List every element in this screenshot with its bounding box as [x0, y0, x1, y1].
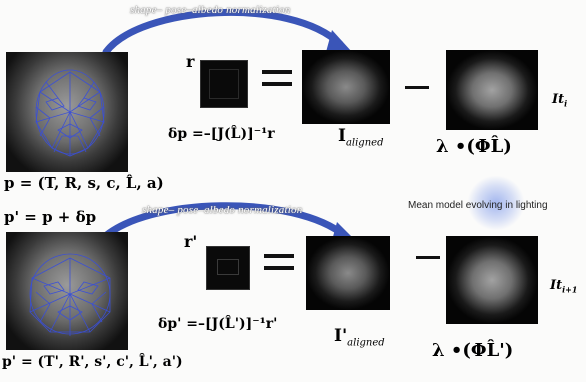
caption-mean-model: Mean model evolving in lighting [408, 200, 548, 211]
top-i-aligned-label: Ialigned [338, 126, 383, 148]
bottom-it-label: Iti+1 [550, 278, 577, 295]
top-minus [405, 86, 429, 89]
top-i-text: I [338, 126, 346, 146]
bottom-equals-top-bar [264, 254, 294, 258]
bottom-aligned-face-image [306, 236, 390, 310]
top-it-subscript: i [564, 98, 568, 109]
top-face-mesh-image [6, 52, 128, 172]
bottom-residual-image [206, 246, 250, 290]
bottom-i-aligned-label: I'aligned [334, 326, 385, 348]
bottom-delta-p-equation: δp' =–[J(L̂')]⁻¹r' [158, 316, 278, 332]
bottom-lambda-expression: λ •(ΦL̂') [432, 340, 514, 361]
top-arc-arrow [102, 8, 352, 56]
top-mesh-overlay [35, 69, 105, 157]
bottom-mesh-overlay [29, 253, 111, 336]
top-it-label: Iti [552, 92, 567, 109]
bottom-equals-bottom-bar [264, 266, 294, 270]
top-banner: shape– pose–albedo normalization [130, 4, 291, 16]
bottom-it-subscript: i+1 [562, 284, 578, 295]
bottom-i-text: I' [334, 326, 348, 346]
top-mean-model-face-image [446, 50, 538, 130]
top-delta-p-equation: δp =–[J(L̂)]⁻¹r [168, 126, 275, 142]
top-residual-image [200, 60, 248, 108]
bottom-face-mesh-image [6, 232, 128, 350]
bottom-minus [416, 256, 440, 259]
bottom-r-label: r' [184, 232, 198, 251]
lighting-glow [468, 176, 524, 230]
top-lambda-expression: λ •(ΦL̂) [436, 136, 512, 157]
bottom-banner: shape– pose–albedo normalization [142, 204, 303, 216]
top-i-subscript: aligned [345, 137, 384, 149]
bottom-it-text: It [550, 278, 563, 293]
top-equals-top-bar [262, 70, 292, 74]
bottom-update-equation: p' = p + δp [4, 208, 97, 226]
bottom-mean-model-face-image [446, 236, 538, 324]
top-r-label: r [186, 52, 195, 71]
top-params-equation: p = (T, R, s, c, L̂, a) [4, 174, 164, 192]
top-equals-bottom-bar [262, 82, 292, 86]
bottom-params-equation: p' = (T', R', s', c', L̂', a') [2, 354, 183, 370]
top-it-text: It [552, 92, 565, 107]
bottom-i-subscript: aligned [347, 337, 385, 349]
top-aligned-face-image [302, 50, 390, 124]
